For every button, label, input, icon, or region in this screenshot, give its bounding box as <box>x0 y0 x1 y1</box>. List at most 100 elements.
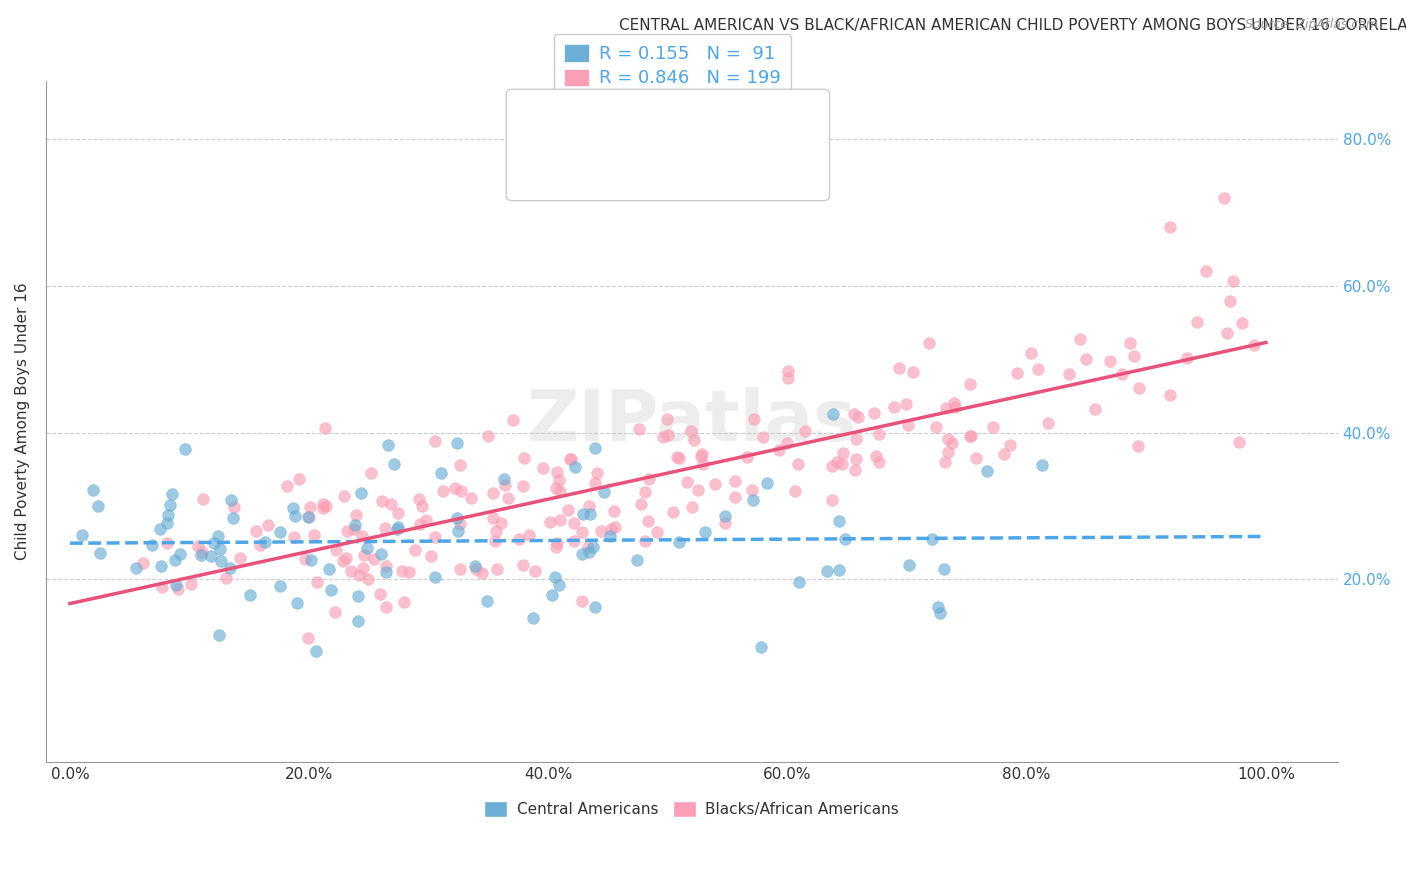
Point <box>723 490 745 504</box>
Point <box>546 465 568 479</box>
Point <box>392 595 415 609</box>
Point <box>941 436 963 450</box>
Point <box>540 588 562 602</box>
Point <box>942 396 965 410</box>
Point <box>239 588 262 602</box>
Point <box>377 437 399 451</box>
Point <box>842 408 865 422</box>
Point <box>496 491 519 506</box>
Point <box>477 428 499 442</box>
Point <box>602 503 624 517</box>
Point <box>297 631 319 645</box>
Point <box>219 493 242 508</box>
Point <box>1031 458 1053 472</box>
Point <box>380 497 402 511</box>
Point <box>374 566 396 580</box>
Point <box>281 500 304 515</box>
Point <box>897 418 920 433</box>
Point <box>605 520 627 534</box>
Point <box>160 487 183 501</box>
Point <box>512 479 534 493</box>
Point <box>775 436 797 450</box>
Point <box>589 524 612 539</box>
Legend: Central Americans, Blacks/African Americans: Central Americans, Blacks/African Americ… <box>478 795 905 823</box>
Point <box>254 534 277 549</box>
Point <box>256 518 278 533</box>
Point <box>163 553 186 567</box>
Point <box>333 489 356 503</box>
Point <box>768 443 790 458</box>
Point <box>821 407 844 421</box>
Point <box>1175 351 1198 365</box>
Point <box>447 524 470 538</box>
Point <box>486 561 509 575</box>
Point <box>344 508 367 522</box>
Point <box>887 361 910 376</box>
Point <box>494 478 516 492</box>
Point <box>141 538 163 552</box>
Point <box>465 562 488 576</box>
Point <box>444 481 467 495</box>
Point <box>921 532 943 546</box>
Point <box>423 434 446 448</box>
Point <box>86 500 108 514</box>
Point <box>828 563 851 577</box>
Point <box>312 500 335 515</box>
Point <box>945 400 967 414</box>
Point <box>578 499 600 513</box>
Point <box>89 546 111 560</box>
Point <box>159 498 181 512</box>
Point <box>848 409 870 424</box>
Point <box>423 530 446 544</box>
Point <box>385 523 408 537</box>
Point <box>564 460 586 475</box>
Point <box>1059 368 1081 382</box>
Point <box>544 481 567 495</box>
Point <box>489 516 512 530</box>
Point <box>815 564 838 578</box>
Point <box>375 559 398 574</box>
Point <box>411 499 433 513</box>
Point <box>676 475 699 489</box>
Point <box>349 567 371 582</box>
Point <box>449 516 471 531</box>
Point <box>959 429 981 443</box>
Point <box>868 454 890 468</box>
Point <box>508 533 530 547</box>
Point <box>960 429 983 443</box>
Point <box>935 401 957 415</box>
Point <box>485 524 508 538</box>
Point <box>450 483 472 498</box>
Point <box>470 566 492 580</box>
Point <box>993 447 1015 461</box>
Point <box>1219 293 1241 308</box>
Point <box>302 527 325 541</box>
Point <box>783 483 806 498</box>
Point <box>546 536 568 550</box>
Point <box>1123 349 1146 363</box>
Point <box>335 551 357 566</box>
Point <box>571 594 593 608</box>
Point <box>423 569 446 583</box>
Point <box>70 528 93 542</box>
Point <box>371 494 394 508</box>
Point <box>637 514 659 528</box>
Point <box>150 580 173 594</box>
Point <box>305 643 328 657</box>
Point <box>156 516 179 530</box>
Point <box>350 486 373 500</box>
Point <box>299 552 322 566</box>
Point <box>209 541 232 556</box>
Point <box>299 500 322 514</box>
Point <box>981 420 1004 434</box>
Point <box>903 365 925 379</box>
Point <box>735 450 758 464</box>
Point <box>657 428 679 442</box>
Point <box>408 492 430 507</box>
Point <box>936 445 959 459</box>
Point <box>356 541 378 556</box>
Point <box>1099 354 1122 368</box>
Point <box>214 571 236 585</box>
Point <box>692 457 714 471</box>
Point <box>821 492 844 507</box>
